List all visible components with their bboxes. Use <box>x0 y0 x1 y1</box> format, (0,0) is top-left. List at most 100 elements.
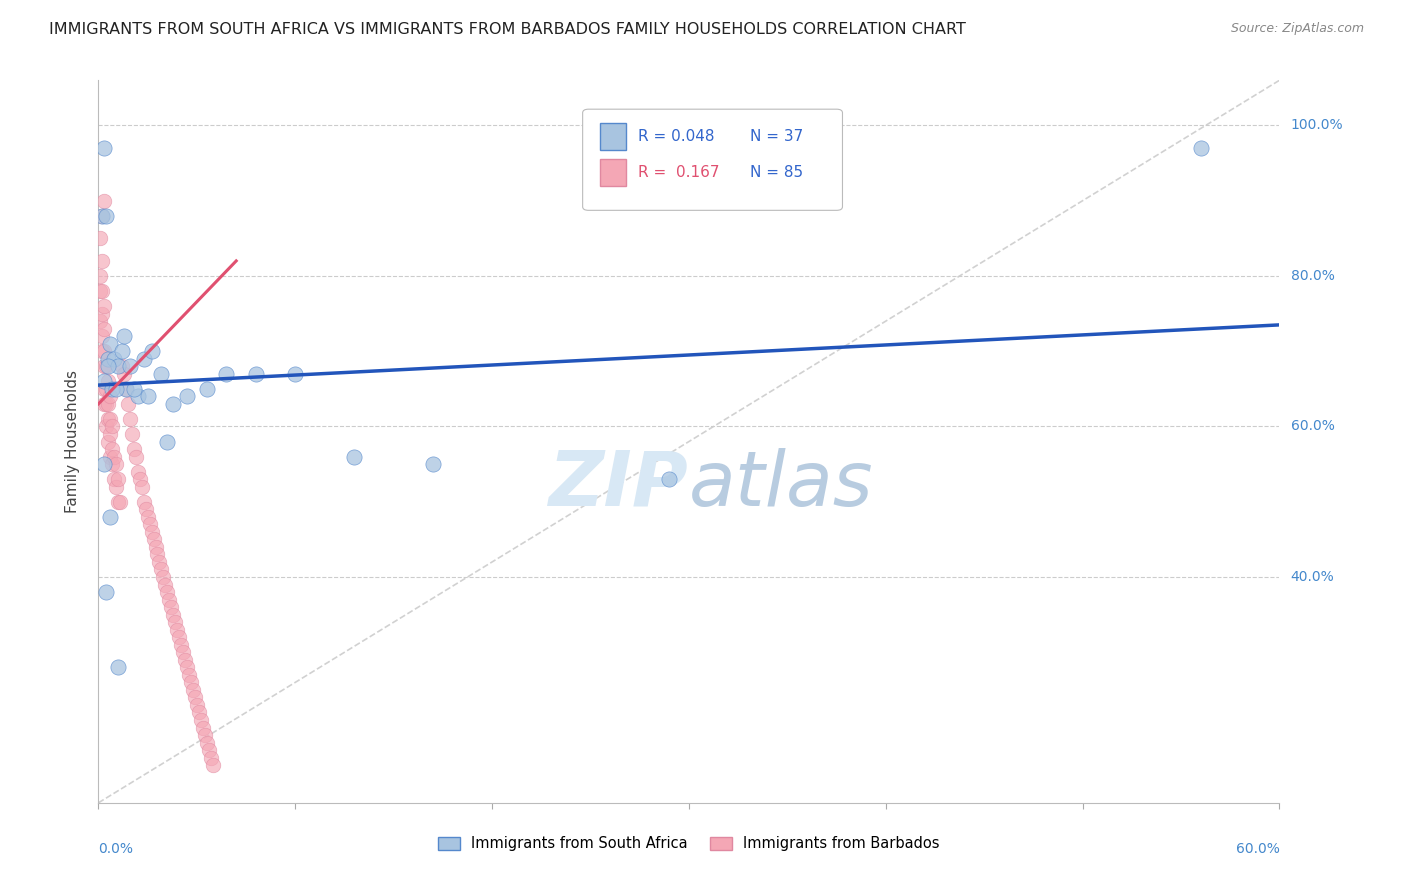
Point <box>96 585 118 599</box>
Text: R = 0.048: R = 0.048 <box>638 129 714 145</box>
Point <box>135 502 157 516</box>
Point <box>108 494 131 508</box>
Bar <box>600 159 626 186</box>
Point <box>142 533 165 547</box>
Point <box>103 472 125 486</box>
Point <box>97 375 120 389</box>
Point <box>156 585 179 599</box>
Point <box>91 307 114 321</box>
Point <box>107 660 129 674</box>
Point <box>96 382 118 396</box>
Point <box>98 389 121 403</box>
Point <box>93 382 115 396</box>
Point <box>91 209 114 223</box>
Point <box>215 367 238 381</box>
Point <box>177 668 200 682</box>
Point <box>97 351 120 366</box>
Point <box>111 359 134 374</box>
Point <box>132 494 155 508</box>
Point <box>89 314 111 328</box>
Point <box>105 480 128 494</box>
Point <box>93 375 115 389</box>
Point <box>195 382 218 396</box>
Bar <box>600 123 626 151</box>
Point <box>141 524 163 539</box>
Text: 100.0%: 100.0% <box>1291 119 1343 132</box>
Text: IMMIGRANTS FROM SOUTH AFRICA VS IMMIGRANTS FROM BARBADOS FAMILY HOUSEHOLDS CORRE: IMMIGRANTS FROM SOUTH AFRICA VS IMMIGRAN… <box>49 22 966 37</box>
Point <box>118 359 141 374</box>
Point <box>118 412 141 426</box>
Point <box>91 329 114 343</box>
Point <box>98 427 121 442</box>
Point <box>167 630 190 644</box>
Point <box>138 517 160 532</box>
Point <box>796 141 818 155</box>
Point <box>197 743 219 757</box>
Text: R =  0.167: R = 0.167 <box>638 165 720 180</box>
Point <box>89 284 111 298</box>
Point <box>89 268 111 283</box>
Point <box>107 494 129 508</box>
Point <box>91 254 114 268</box>
Point <box>131 480 153 494</box>
Point <box>115 382 138 396</box>
Point <box>194 728 217 742</box>
Point <box>93 359 115 374</box>
Point <box>146 548 169 562</box>
Point <box>145 540 167 554</box>
Point <box>176 660 198 674</box>
Point <box>98 336 121 351</box>
Point <box>156 434 179 449</box>
Point <box>103 351 125 366</box>
Point <box>98 509 121 524</box>
Text: 40.0%: 40.0% <box>1291 570 1334 584</box>
Point <box>93 457 115 471</box>
Point <box>176 389 198 403</box>
Text: 0.0%: 0.0% <box>98 842 134 855</box>
Point <box>101 442 124 456</box>
Text: 60.0%: 60.0% <box>1291 419 1334 434</box>
Point <box>103 450 125 464</box>
Point <box>101 382 124 396</box>
FancyBboxPatch shape <box>582 109 842 211</box>
Point <box>121 427 143 442</box>
Point <box>98 412 121 426</box>
Y-axis label: Family Households: Family Households <box>65 370 80 513</box>
Point <box>117 397 139 411</box>
Point <box>186 698 208 712</box>
Point <box>105 382 128 396</box>
Point <box>184 690 207 705</box>
Point <box>97 434 120 449</box>
Point <box>136 509 159 524</box>
Point <box>245 367 267 381</box>
Text: 80.0%: 80.0% <box>1291 269 1334 283</box>
Text: atlas: atlas <box>689 448 873 522</box>
Point <box>97 412 120 426</box>
Point <box>93 397 115 411</box>
Point <box>170 638 193 652</box>
Point <box>195 735 218 749</box>
Text: 60.0%: 60.0% <box>1236 842 1279 855</box>
Point <box>91 284 114 298</box>
Point <box>136 389 159 403</box>
Text: N = 37: N = 37 <box>751 129 804 145</box>
Point <box>96 419 118 434</box>
Point <box>115 382 138 396</box>
Legend: Immigrants from South Africa, Immigrants from Barbados: Immigrants from South Africa, Immigrants… <box>432 830 946 857</box>
Point <box>187 706 209 720</box>
Point <box>181 682 204 697</box>
Point <box>101 419 124 434</box>
Point <box>150 562 173 576</box>
Point <box>201 758 224 772</box>
Point <box>93 321 115 335</box>
Point <box>155 577 177 591</box>
Point <box>658 472 681 486</box>
Point <box>105 457 128 471</box>
Point <box>98 450 121 464</box>
Point <box>148 555 170 569</box>
Point <box>96 209 118 223</box>
Point <box>101 457 124 471</box>
Point <box>112 367 135 381</box>
Point <box>122 442 145 456</box>
Point <box>422 457 444 471</box>
